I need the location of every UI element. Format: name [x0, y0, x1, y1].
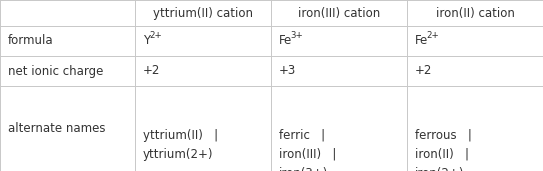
Text: iron(III) cation: iron(III) cation [298, 6, 380, 19]
Text: 3+: 3+ [290, 31, 303, 40]
Text: +3: +3 [279, 64, 296, 77]
Text: 2+: 2+ [426, 31, 439, 40]
Text: formula: formula [8, 35, 54, 48]
Text: ferrous   |
iron(II)   |
iron(2+): ferrous | iron(II) | iron(2+) [415, 128, 472, 171]
Text: Fe: Fe [279, 35, 292, 48]
Text: yttrium(II)   |
yttrium(2+): yttrium(II) | yttrium(2+) [143, 128, 218, 161]
Text: 2+: 2+ [149, 31, 162, 40]
Text: Y: Y [143, 35, 150, 48]
Text: net ionic charge: net ionic charge [8, 64, 103, 77]
Text: iron(II) cation: iron(II) cation [435, 6, 514, 19]
Text: Fe: Fe [415, 35, 428, 48]
Text: yttrium(II) cation: yttrium(II) cation [153, 6, 253, 19]
Text: ferric   |
iron(III)   |
iron(3+): ferric | iron(III) | iron(3+) [279, 128, 336, 171]
Text: +2: +2 [143, 64, 160, 77]
Text: +2: +2 [415, 64, 432, 77]
Text: alternate names: alternate names [8, 122, 105, 135]
